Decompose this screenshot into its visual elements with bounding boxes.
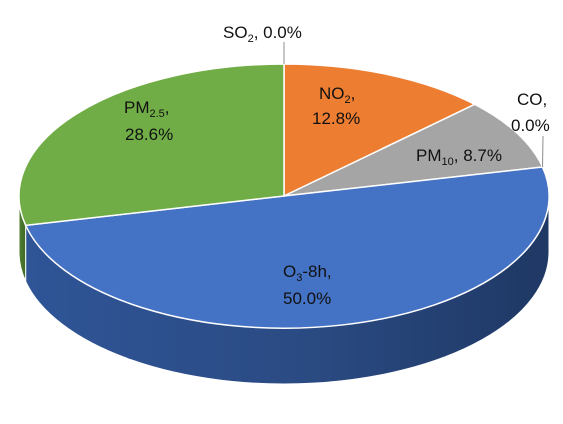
pie-slice-no2 <box>283 63 477 198</box>
pie-slice-o38h <box>24 166 550 329</box>
co-label: CO, <box>517 90 547 109</box>
leader-lines <box>283 42 544 168</box>
pm10-label: PM10, 8.7% <box>416 146 502 168</box>
pie-slice-pm25 <box>18 63 285 227</box>
no2-label: NO2, <box>319 84 355 106</box>
co-value: 0.0% <box>511 116 550 135</box>
no2-value: 12.8% <box>312 109 360 128</box>
pm25-label: PM2.5, <box>124 98 170 120</box>
o3-label: O3-8h, <box>283 262 332 284</box>
o3-value: 50.0% <box>283 289 331 308</box>
pm25-value: 28.6% <box>125 125 173 144</box>
pie-slice-pm10 <box>283 103 544 197</box>
pie-slices <box>18 63 550 329</box>
so2-label: SO2, 0.0% <box>223 23 302 45</box>
